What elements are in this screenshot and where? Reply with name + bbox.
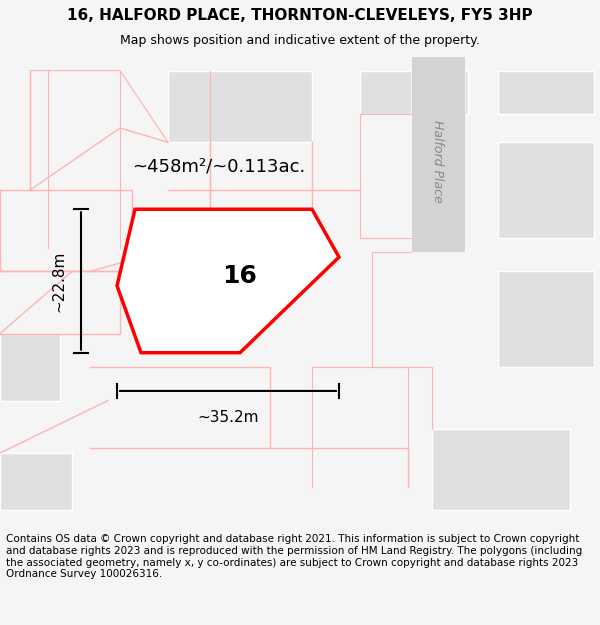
Polygon shape (117, 209, 339, 352)
Polygon shape (411, 56, 465, 253)
Text: ~22.8m: ~22.8m (51, 250, 66, 312)
Text: Map shows position and indicative extent of the property.: Map shows position and indicative extent… (120, 34, 480, 47)
Text: Halford Place: Halford Place (431, 120, 445, 202)
Text: ~35.2m: ~35.2m (197, 410, 259, 425)
Text: Contains OS data © Crown copyright and database right 2021. This information is : Contains OS data © Crown copyright and d… (6, 534, 582, 579)
Text: 16, HALFORD PLACE, THORNTON-CLEVELEYS, FY5 3HP: 16, HALFORD PLACE, THORNTON-CLEVELEYS, F… (67, 8, 533, 23)
Polygon shape (432, 429, 570, 511)
Polygon shape (0, 334, 60, 401)
Polygon shape (498, 271, 594, 367)
Polygon shape (498, 71, 594, 114)
Text: 16: 16 (223, 264, 257, 288)
Polygon shape (498, 142, 594, 238)
Polygon shape (168, 71, 312, 142)
Text: ~458m²/~0.113ac.: ~458m²/~0.113ac. (132, 158, 305, 175)
Polygon shape (0, 453, 72, 511)
Polygon shape (360, 71, 468, 114)
